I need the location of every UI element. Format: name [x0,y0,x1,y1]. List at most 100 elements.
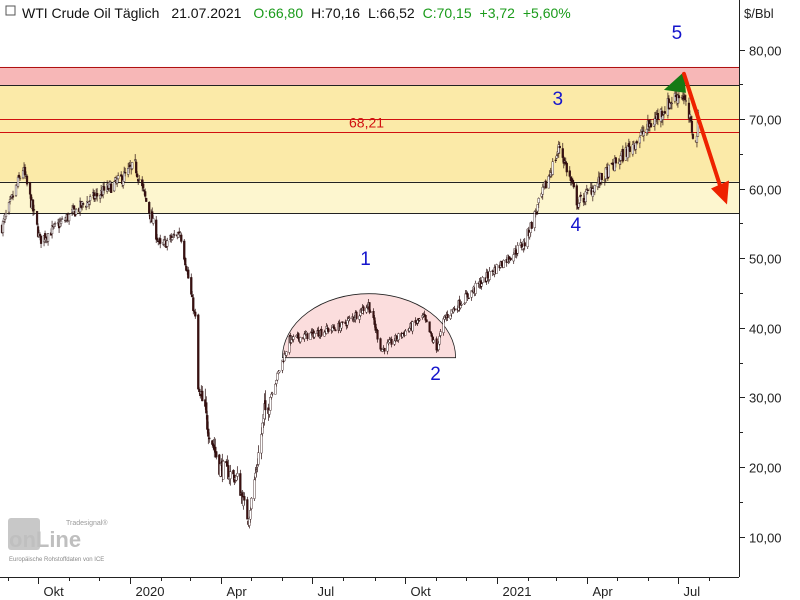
candle-body [72,205,76,210]
candle-body [536,204,539,212]
window-menu-icon[interactable] [5,5,16,16]
candle-body [561,148,564,158]
candle-body [474,283,477,294]
candle-body [544,180,547,189]
candle-body [309,332,312,340]
candle-body [1,221,5,233]
candle-body [7,202,11,213]
rounding-bottom-arc [281,293,457,359]
candle-body [348,317,351,319]
projection-arrow [663,71,729,205]
candle-body [381,349,384,352]
price-tick-label: 60,00 [749,183,782,198]
candle-body [401,333,404,338]
wave-label-2: 2 [430,364,441,385]
time-tick-label: Jul [318,584,335,599]
candle-body [466,293,469,298]
candle-body [183,240,186,260]
candle-body [577,203,580,208]
candle-body [143,189,146,192]
candle-body [239,473,242,496]
candle-body [554,159,557,161]
candle-body [535,212,538,214]
candle-body [593,185,596,193]
wave-label-5: 5 [672,23,683,44]
candle-body [148,202,151,214]
time-tick-label: Apr [593,584,614,599]
candle-body [191,294,194,298]
candle-body [442,318,445,333]
candle-body [159,238,162,244]
candle-body [254,472,257,478]
candle-body [432,339,435,343]
candle-body [28,182,32,195]
price-tick-label: 20,00 [749,461,782,476]
candle-body [635,141,638,144]
candle-body [684,100,688,102]
candle-body [491,270,494,272]
candle-body [113,181,116,192]
time-axis: Okt 2020 Apr Jul Okt 2021 Apr Jul [8,577,710,599]
candle-body [656,113,660,120]
candle-body [373,317,376,325]
candle-body [152,218,155,224]
candle-body [253,479,256,499]
candle-body [88,201,91,205]
candle-body [18,177,22,180]
candle-body [123,171,126,182]
candle-body [429,331,432,333]
candle-body [691,133,695,139]
time-tick-label: 2020 [136,584,165,599]
up-triangle-marker [663,71,686,93]
candle-body [558,145,561,149]
candle-body [53,223,57,225]
candle-body [184,257,187,266]
candle-body [649,123,652,128]
logo-brand: Tradesignal® [66,519,108,527]
candle-body [60,218,64,220]
candle-body [297,333,300,339]
candle-body [236,473,239,477]
candle-body [292,336,295,340]
candle-body [276,372,279,381]
candle-body [67,214,71,222]
candle-body [689,116,693,122]
time-tick-label: Okt [411,584,432,599]
candle-body [459,305,462,309]
candle-body [362,306,365,311]
candle-body [313,333,316,338]
candle-body [415,323,418,325]
candle-body [270,393,273,398]
candle-body [264,400,267,411]
candle-body [611,162,614,165]
candle-body [25,175,29,185]
candle-body [306,333,309,340]
header-low: L:66,52 [368,5,415,21]
candle-body [117,175,120,180]
candle-body [439,331,442,336]
candle-body [166,240,169,247]
candle-body [32,209,36,211]
candle-body [229,471,232,479]
candle-body [219,463,222,477]
candle-body [572,182,575,188]
candle-body [591,188,594,197]
candle-body [551,161,554,175]
candle-body [631,144,634,155]
candle-body [481,277,484,283]
header-change-pct: +5,60% [523,5,571,21]
candle-body [323,331,326,337]
candle-body [340,321,343,329]
candle-body [11,195,15,198]
candle-body [502,260,505,268]
candle-body [110,183,113,193]
candle-body [695,135,699,143]
candle-body [156,237,159,241]
candle-body [215,451,218,458]
candle-body [480,283,483,287]
candle-body [418,318,421,321]
candle-body [275,380,278,384]
annotations: 1 2 3 4 5 [360,23,682,385]
candle-body [124,172,127,174]
